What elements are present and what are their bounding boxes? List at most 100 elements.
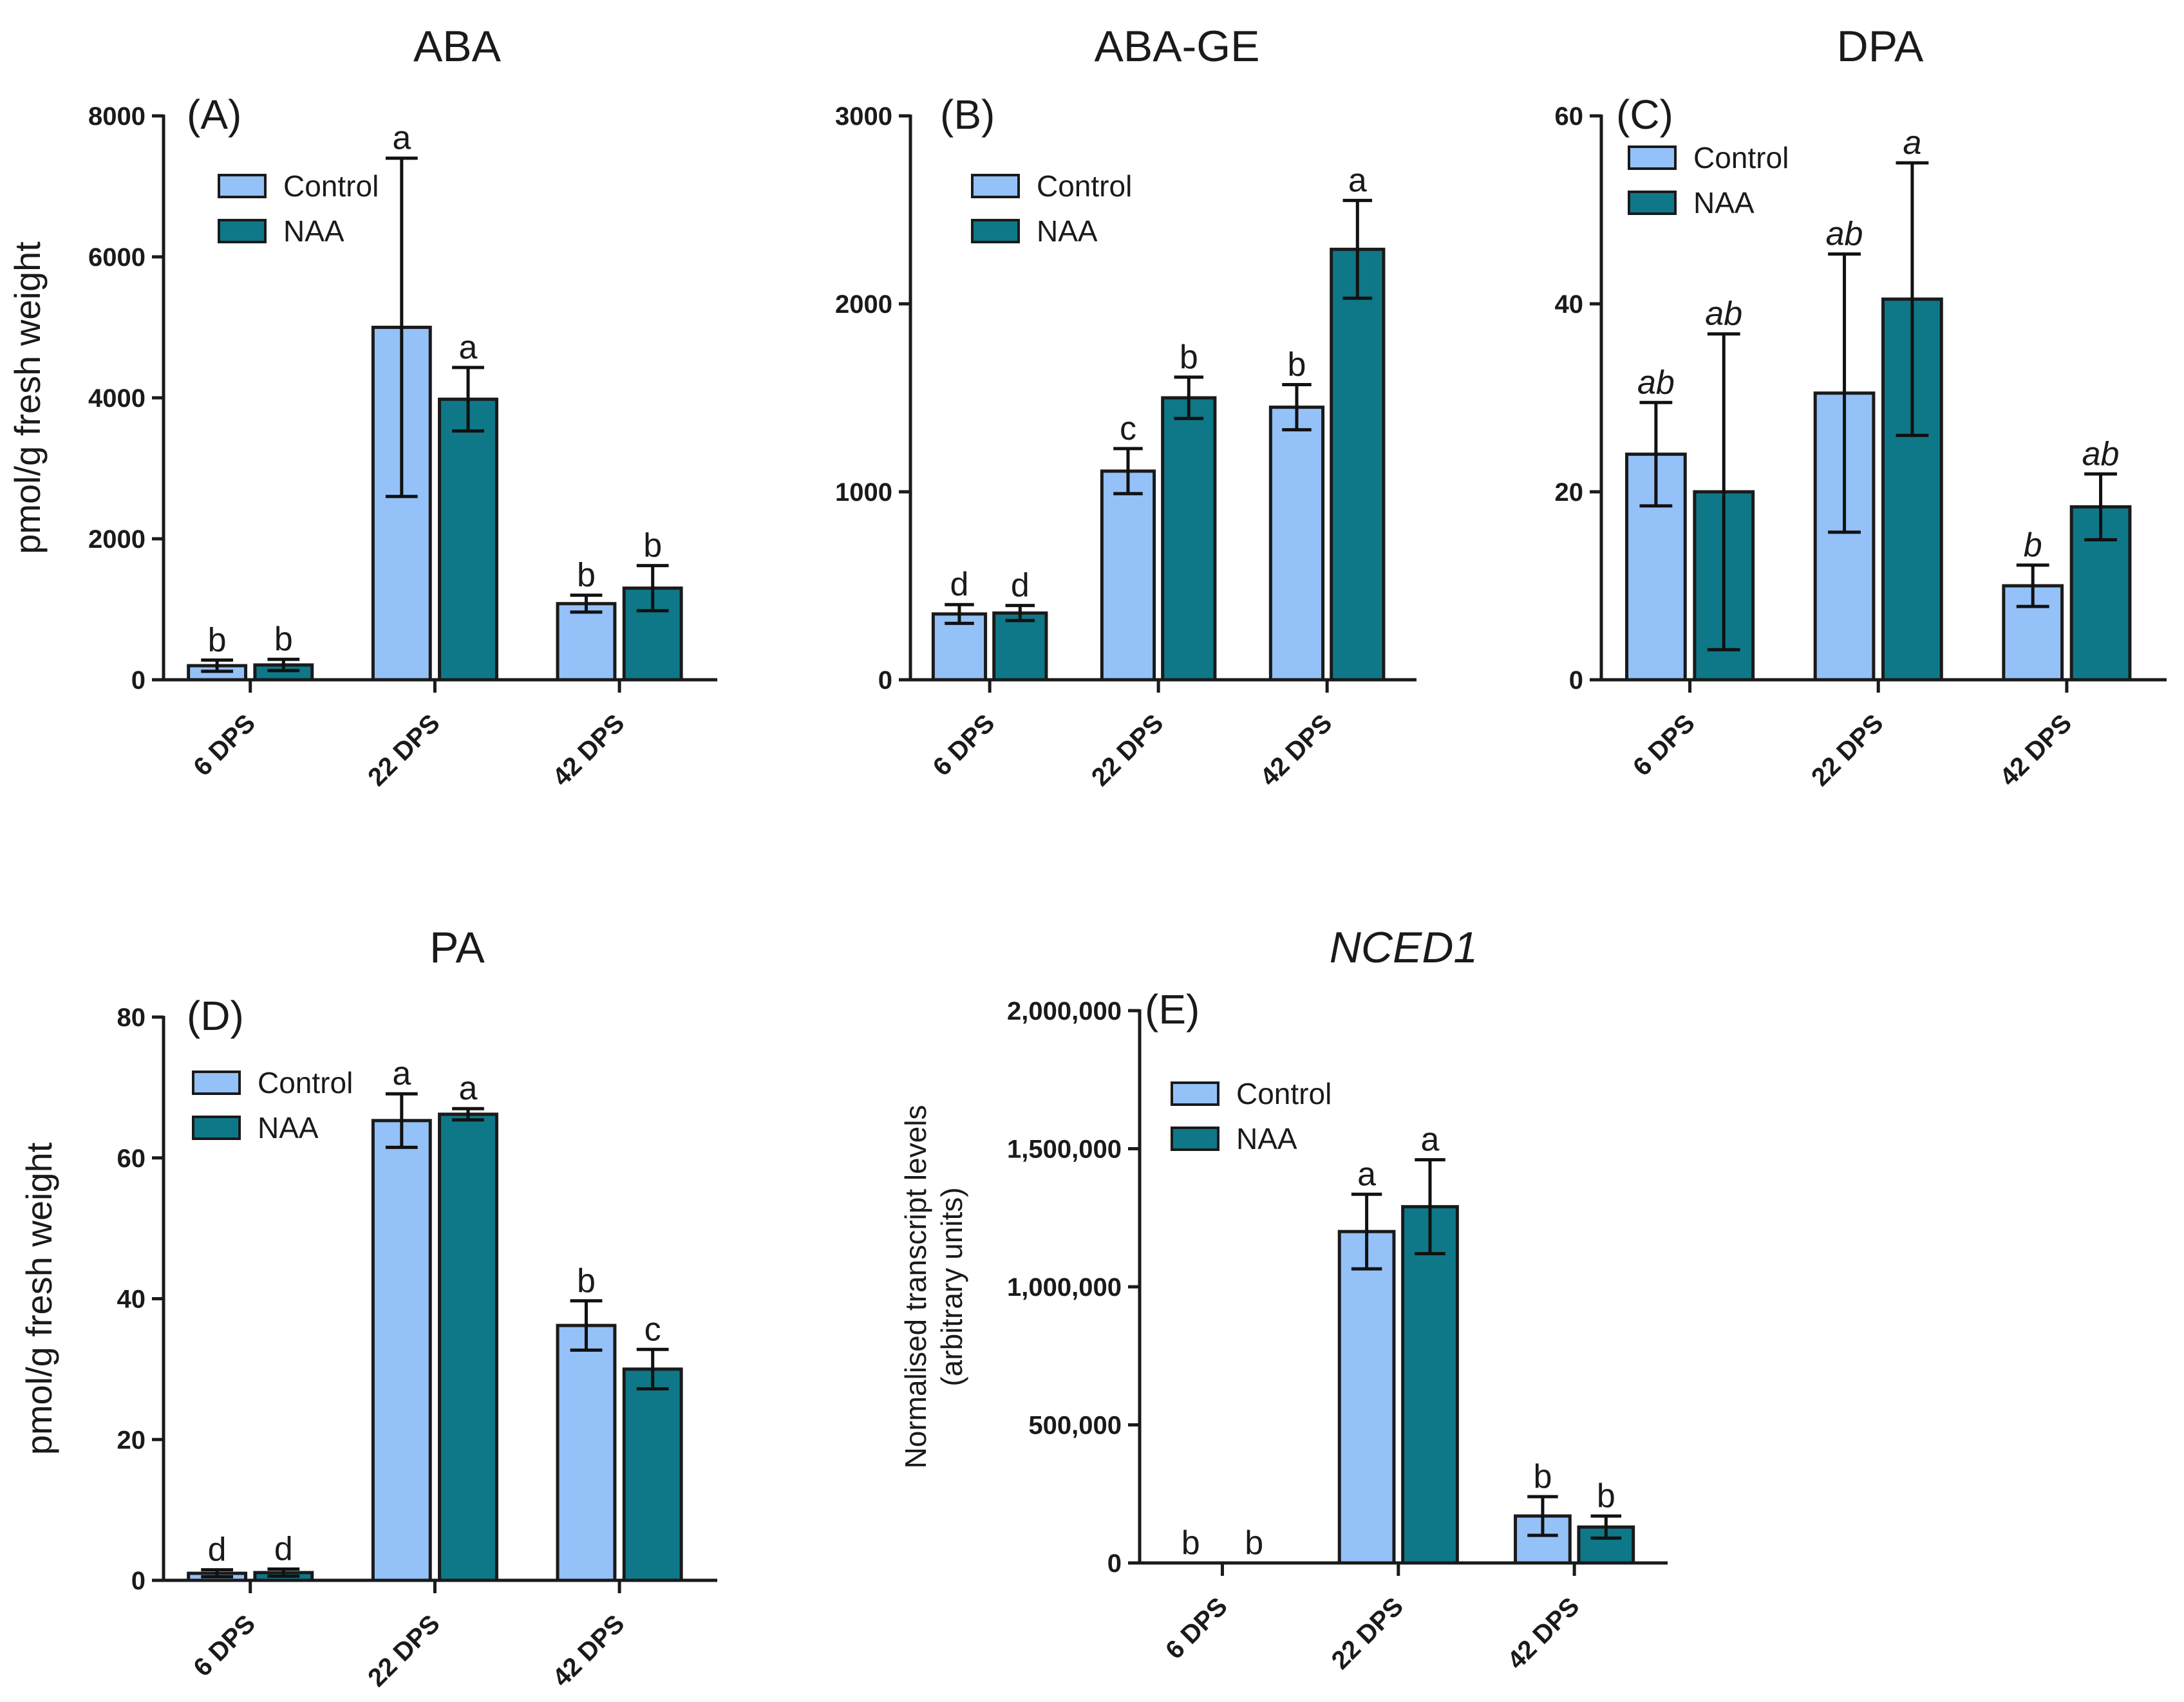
significance-label: b — [1181, 1524, 1200, 1562]
significance-label: a — [1357, 1155, 1376, 1193]
error-bar — [1005, 604, 1035, 622]
y-tick-label: 6000 — [88, 243, 146, 272]
y-tick-label: 2000 — [835, 290, 892, 319]
significance-label: d — [1011, 567, 1030, 604]
error-bar — [570, 594, 603, 614]
error-bar — [1896, 161, 1929, 437]
x-tick-label: 6 DPS — [1160, 1592, 1233, 1665]
error-bar — [1174, 375, 1204, 420]
error-bar — [452, 1107, 484, 1122]
legend-swatch-control — [192, 1071, 241, 1095]
error-bar — [201, 658, 234, 673]
legend-swatch-naa — [218, 219, 267, 243]
y-tick-label: 0 — [878, 666, 892, 695]
legend-label: Control — [258, 1066, 353, 1099]
x-tick-label: 22 DPS — [362, 709, 446, 792]
y-tick-label: 0 — [1569, 666, 1583, 695]
legend-swatch-naa — [192, 1116, 241, 1140]
legend-label: Control — [1037, 169, 1132, 203]
error-bar — [636, 1347, 669, 1390]
bar-control-42-dps — [1268, 406, 1325, 682]
significance-label: b — [577, 557, 596, 594]
y-tick-label: 2,000,000 — [1007, 997, 1122, 1025]
panel-letter: (E) — [1145, 986, 1200, 1033]
error-bar — [385, 156, 418, 498]
legend-label: NAA — [258, 1111, 319, 1145]
error-bar — [1351, 1192, 1382, 1271]
legend-label: NAA — [1693, 186, 1755, 220]
panel-a: ABA (A) pmol/g fresh weight 0 2000 4000 6000 80… — [7, 22, 717, 792]
y-axis-label: (arbitrary units) — [935, 1187, 968, 1386]
significance-label: b — [577, 1262, 596, 1300]
legend: Control NAA — [218, 169, 379, 248]
legend: Control NAA — [1628, 141, 1789, 220]
significance-label: a — [1421, 1121, 1440, 1159]
y-axis-label: Normalised transcript levels — [899, 1105, 932, 1469]
y-tick-label: 0 — [1107, 1549, 1122, 1578]
bar-naa-22-dps — [438, 397, 498, 682]
x-tick-label: 42 DPS — [547, 1609, 630, 1692]
error-bar — [1282, 383, 1312, 432]
x-tick-label: 42 DPS — [1255, 709, 1338, 792]
error-bar — [2016, 563, 2049, 608]
significance-label: d — [208, 1531, 227, 1569]
bar-control-22-dps — [1337, 1230, 1396, 1565]
y-tick-label: 500,000 — [1028, 1412, 1122, 1440]
error-bar — [570, 1299, 603, 1352]
bar-control-42-dps — [556, 1323, 617, 1582]
bar-control-22-dps — [1100, 469, 1156, 682]
y-tick-label: 60 — [117, 1145, 146, 1173]
significance-label: ab — [2082, 435, 2120, 472]
y-tick-label: 20 — [1555, 478, 1584, 507]
x-tick-label: 42 DPS — [1995, 709, 2078, 792]
legend-swatch-control — [1628, 145, 1677, 170]
error-bar — [201, 1568, 234, 1579]
panel-title: NCED1 — [1330, 923, 1478, 972]
legend: Control NAA — [192, 1066, 353, 1145]
y-tick-label: 1000 — [835, 478, 892, 507]
significance-label: ab — [1826, 216, 1863, 253]
legend-label: NAA — [1236, 1122, 1297, 1155]
significance-label: c — [1120, 410, 1136, 447]
bar-naa-22-dps — [1401, 1205, 1459, 1565]
x-tick-label: 42 DPS — [1502, 1592, 1585, 1675]
error-bar — [636, 564, 669, 613]
significance-label: b — [1288, 346, 1306, 384]
x-tick-label: 6 DPS — [188, 1609, 261, 1682]
legend-swatch-control — [218, 174, 267, 198]
significance-label: a — [459, 329, 478, 366]
legend-label: Control — [1693, 141, 1789, 174]
panel-b: ABA-GE (B) 0 1000 2000 3000 6 DPS d d 22 DPS c b 42 … — [835, 22, 1417, 792]
x-tick-label: 6 DPS — [1628, 709, 1700, 781]
panel-letter: (B) — [940, 91, 995, 138]
x-tick-label: 22 DPS — [1086, 709, 1169, 792]
error-bar — [452, 366, 484, 433]
significance-label: a — [392, 1055, 411, 1092]
bar-control-42-dps — [556, 602, 617, 682]
panel-d: PA (D) pmol/g fresh weight 0 20 40 60 80 6 DPS d d… — [19, 923, 717, 1692]
significance-label: b — [1597, 1477, 1615, 1515]
y-tick-label: 0 — [131, 666, 146, 695]
y-tick-label: 0 — [131, 1567, 146, 1595]
legend-label: NAA — [1037, 214, 1098, 248]
y-tick-label: 1,000,000 — [1007, 1273, 1122, 1302]
x-tick-label: 22 DPS — [362, 1609, 446, 1692]
significance-label: ab — [1705, 295, 1742, 333]
y-tick-label: 60 — [1555, 102, 1584, 131]
error-bar — [1707, 332, 1740, 651]
y-tick-label: 2000 — [88, 525, 146, 554]
panel-letter: (C) — [1616, 91, 1673, 138]
bar-control-22-dps — [371, 1119, 432, 1582]
error-bar — [1828, 252, 1861, 534]
y-axis-label: pmol/g fresh weight — [19, 1142, 59, 1455]
panel-title: PA — [429, 923, 485, 972]
x-tick-label: 22 DPS — [1326, 1592, 1409, 1675]
significance-label: a — [1348, 162, 1367, 199]
error-bar — [1639, 400, 1673, 508]
significance-label: c — [645, 1311, 661, 1348]
significance-label: b — [208, 621, 227, 659]
significance-label: d — [274, 1531, 293, 1568]
bar-naa-22-dps — [438, 1112, 498, 1582]
